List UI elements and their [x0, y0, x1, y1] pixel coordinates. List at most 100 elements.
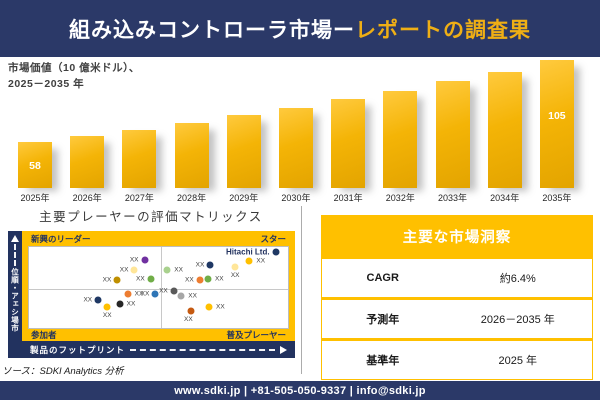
axis-tick-label: 2025年: [20, 193, 50, 203]
scatter-point-label: XX: [83, 296, 93, 304]
market-insights-table: 主要な市場洞察 CAGR 約6.4% 予測年 2026－2035 年基準年 2025 年: [321, 215, 593, 380]
bar-2025年: 58: [18, 142, 52, 188]
bar-column: [278, 57, 314, 188]
axis-tick-label: 2026年: [72, 193, 102, 203]
scatter-point-label: XX: [195, 261, 205, 269]
page-title-accent: レポートの調査果: [355, 18, 531, 42]
insights-row: CAGR 約6.4%: [322, 256, 592, 297]
scatter-point: [130, 266, 138, 274]
bar-column: [330, 57, 366, 188]
scatter-point: [163, 266, 171, 274]
scatter-point: [170, 287, 178, 295]
bar-2033年: [435, 81, 470, 188]
bar-column: [435, 57, 471, 188]
page-title-main: 組み込みコントローラ市場ー: [69, 18, 355, 42]
bar-2027年: [122, 130, 157, 188]
bar-column: [121, 57, 157, 188]
scatter-point-label: XX: [174, 266, 183, 274]
evaluation-matrix: 位順・アェシ場市 新興のリーダー スター XX XX XX XX XX XX XX XX Hit…: [8, 231, 295, 358]
insights-row-label: 基準年: [366, 355, 400, 367]
scatter-point: [245, 257, 253, 265]
scatter-point-label: XX: [256, 257, 266, 265]
scatter-point-label: XX: [126, 300, 136, 308]
quadrant-label-pervasive-players: 普及プレーヤー: [226, 330, 286, 340]
insights-row-label: CAGR: [366, 272, 399, 284]
quadrant-label-stars: スター: [260, 233, 286, 244]
matrix-title: 主要プレーヤーの評価マトリックス: [39, 210, 263, 224]
chart-axis-title: 市場価値（10 億米ドル）、 2025－2035 年: [8, 61, 140, 93]
chart-axis-title-line1: 市場価値（10 億米ドル）、: [8, 62, 140, 74]
axis-tick-label: 2034年: [490, 193, 520, 203]
scatter-point: [272, 248, 280, 256]
bar-value-label: 58: [29, 160, 41, 172]
scatter-point-label: XX: [230, 271, 240, 279]
scatter-point-label: XX: [214, 275, 224, 283]
page-title: 組み込みコントローラ市場ーレポートの調査果: [69, 14, 531, 44]
dashed-line-vertical: [14, 244, 16, 266]
scatter-point: [205, 303, 213, 311]
header-banner: 組み込みコントローラ市場ーレポートの調査果: [0, 0, 600, 57]
chart-axis-title-line2: 2025－2035 年: [8, 77, 85, 90]
bar-2034年: [487, 72, 522, 188]
footer-contact-text: www.sdki.jp | +81-505-050-9337 | info@sd…: [174, 384, 426, 397]
scatter-point-label: XX: [159, 287, 168, 295]
arrow-up-icon: [11, 235, 19, 242]
scatter-point: [151, 290, 159, 298]
axis-tick-label: 2033年: [437, 193, 468, 203]
bar-chart-years: 2025年 2026年 2027年 2028年 2029年 2030年 2031年 2032年…: [17, 191, 575, 204]
matrix-x-axis-label: 製品のフットプリント: [30, 344, 126, 355]
scatter-point-label: XX: [129, 256, 139, 264]
scatter-point: [177, 292, 185, 300]
dashed-line-horizontal: [130, 348, 275, 351]
bar-2031年: [331, 99, 366, 188]
scatter-point: [204, 275, 212, 283]
insights-row-value: 約6.4%: [499, 273, 536, 285]
scatter-point: [116, 300, 124, 308]
axis-tick-label: 2031年: [333, 193, 363, 203]
bar-column: [174, 57, 210, 188]
bar-column: 58: [17, 57, 53, 188]
matrix-x-axis: 製品のフットプリント: [22, 341, 295, 358]
bar-column: 105: [539, 57, 575, 188]
bar-2026年: [70, 136, 105, 188]
axis-tick-label: 2028年: [177, 193, 207, 203]
bar-2028年: [174, 123, 209, 188]
scatter-point: [113, 276, 121, 284]
matrix-body: 新興のリーダー スター XX XX XX XX XX XX XX XX Hitachi Ltd.…: [22, 231, 295, 358]
insights-row: 基準年 2025 年: [322, 338, 592, 379]
matrix-bottom-quadrant-labels: 参加者 普及プレーヤー: [22, 329, 295, 341]
axis-tick-label: 2027年: [124, 193, 154, 203]
matrix-top-quadrant-labels: 新興のリーダー スター: [22, 231, 295, 246]
axis-tick-label: 2032年: [385, 193, 415, 203]
bar-chart-bars: 58 105: [17, 57, 575, 188]
quadrant-label-emerging-leaders: 新興のリーダー: [31, 233, 91, 244]
scatter-point: [196, 276, 204, 284]
source-note: ソース：SDKI Analytics 分析: [2, 366, 124, 377]
scatter-point-label: XX: [136, 275, 145, 283]
insights-row: 予測年 2026－2035 年: [322, 297, 592, 338]
scatter-point: [141, 256, 148, 264]
scatter-point-label: XX: [188, 292, 197, 300]
insights-row-value: 2025 年: [498, 355, 538, 367]
scatter-point: [103, 303, 111, 311]
scatter-point: [124, 290, 132, 298]
scatter-point-label: XX: [102, 276, 112, 284]
scatter-point-label: XX: [184, 315, 193, 323]
matrix-plot: XX XX XX XX XX XX XX XX Hitachi Ltd. XX XX XX XX XX XX…: [28, 246, 289, 329]
bar-2029年: [226, 115, 261, 188]
scatter-point-label: XX: [102, 311, 112, 319]
bar-column: [69, 57, 105, 188]
matrix-y-axis: 位順・アェシ場市: [8, 231, 22, 358]
scatter-point: [206, 261, 214, 269]
insights-table-header: 主要な市場洞察: [322, 216, 592, 256]
scatter-point-label: XX: [119, 266, 129, 274]
scatter-point-label: XX: [140, 290, 150, 298]
bar-2032年: [383, 91, 418, 188]
footer-contact-bar: www.sdki.jp | +81-505-050-9337 | info@sd…: [0, 381, 600, 400]
axis-tick-label: 2029年: [229, 193, 259, 203]
bar-column: [487, 57, 523, 188]
scatter-point-label: XX: [216, 303, 225, 311]
scatter-point-label-hitachi: Hitachi Ltd.: [226, 247, 270, 257]
scatter-point-label: XX: [185, 276, 194, 284]
